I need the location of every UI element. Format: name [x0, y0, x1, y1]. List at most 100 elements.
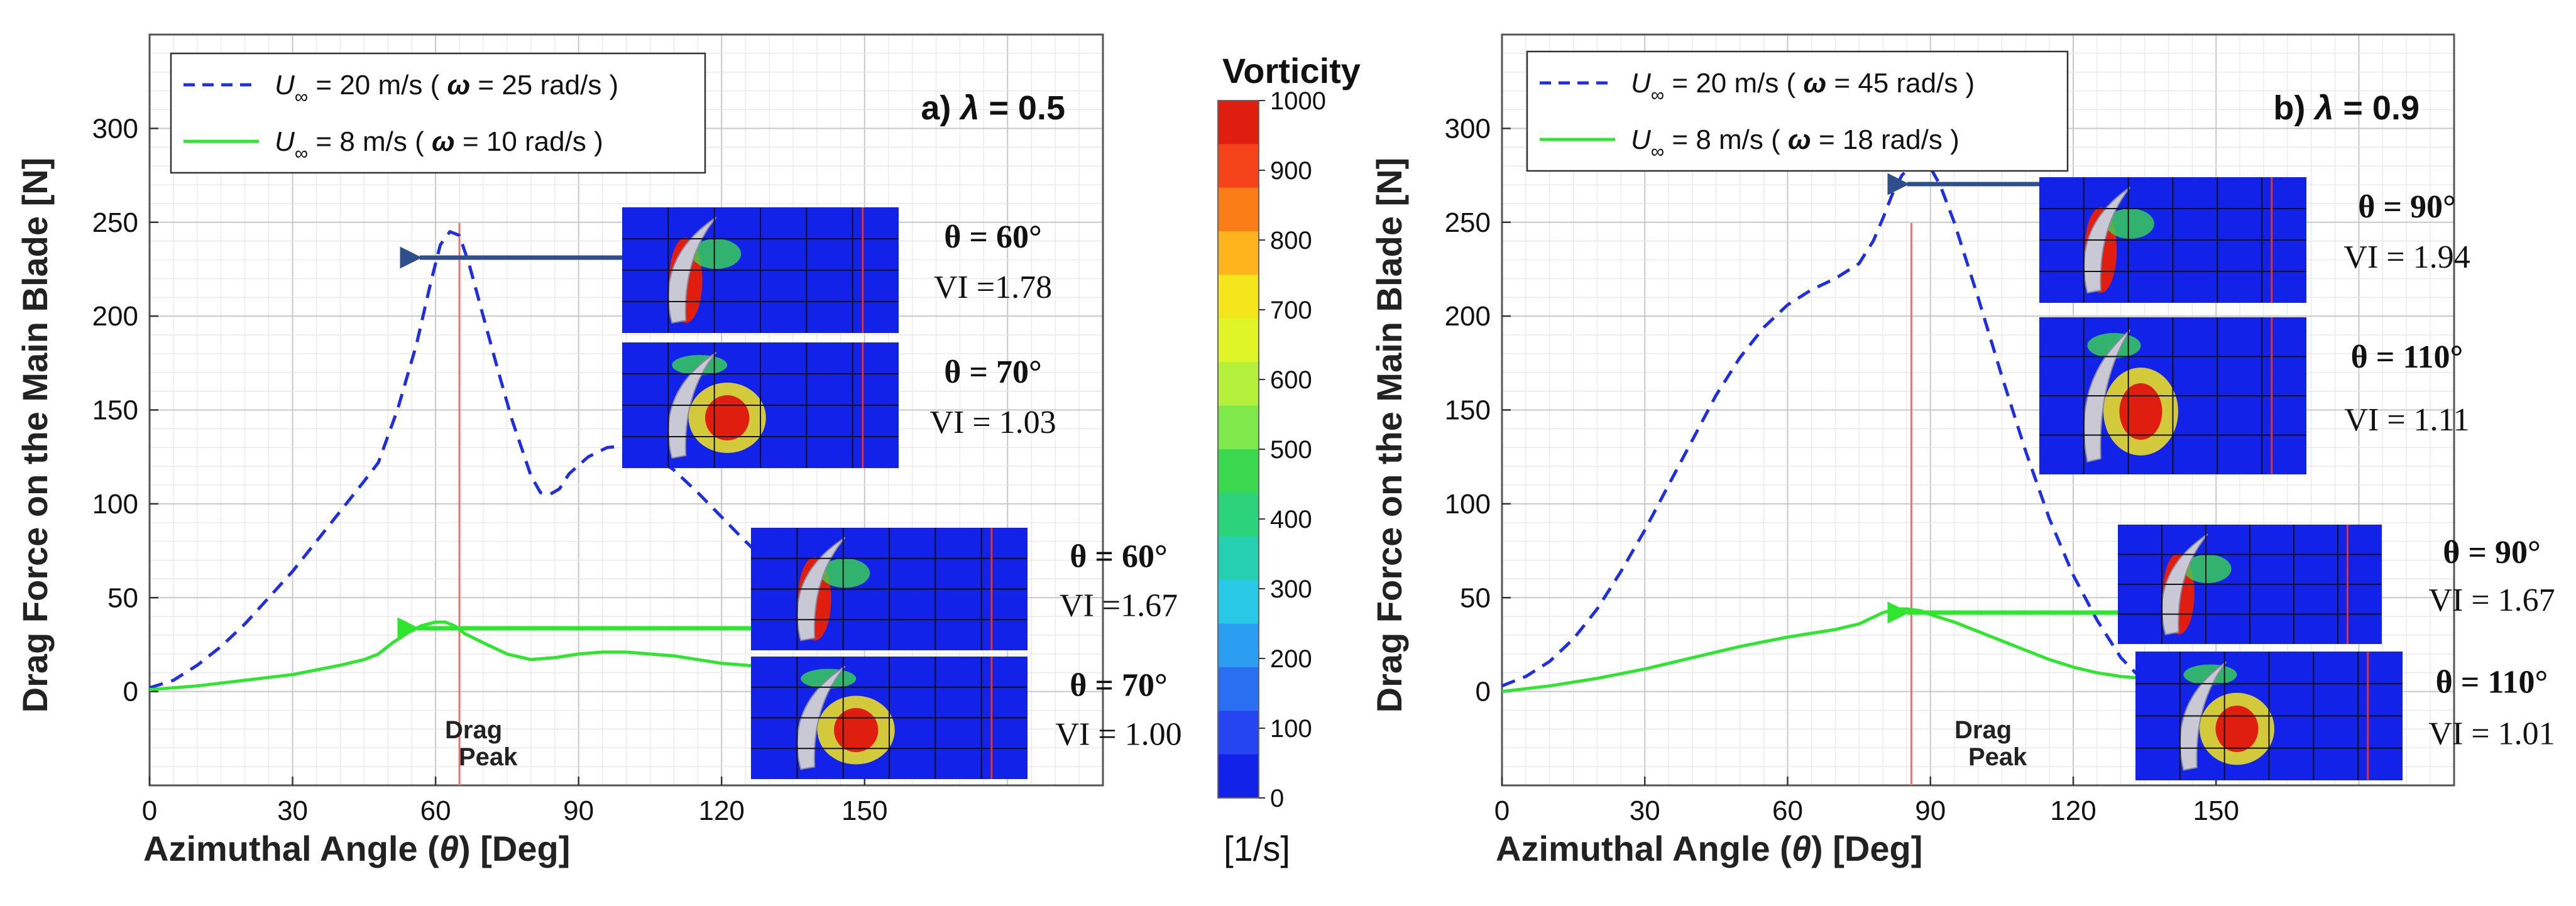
- y-axis-label: Drag Force on the Main Blade [N]: [15, 158, 55, 713]
- legend-box: [1526, 50, 2069, 172]
- blade-shape: [796, 665, 846, 770]
- snapshot-vi-label: VI = 1.00: [1055, 716, 1181, 752]
- legend-omega-symbol: ω: [1803, 68, 1826, 99]
- blade-shape: [2083, 329, 2131, 463]
- colorbar-tick-label: 100: [1270, 715, 1312, 743]
- drag-peak-label: Drag: [445, 716, 502, 744]
- colorbar-segment: [1218, 275, 1259, 319]
- colorbar-tick-label: 800: [1270, 227, 1312, 254]
- vorticity-snapshot: [622, 207, 899, 333]
- x-axis-label: Azimuthal Angle (θ) [Deg]: [143, 829, 570, 868]
- vorticity-snapshot: [751, 528, 1028, 650]
- x-tick-label: 120: [2050, 795, 2096, 826]
- snapshot-theta-label: θ = 70°: [944, 354, 1042, 390]
- snapshot-theta-label: θ = 90°: [2358, 189, 2456, 225]
- vortex-red: [2215, 706, 2259, 752]
- series-line-20ms: [1501, 162, 2170, 702]
- colorbar-tick-label: 300: [1270, 576, 1312, 603]
- colorbar-tick-label: 400: [1270, 506, 1312, 533]
- legend-infty: ∞: [1651, 141, 1664, 162]
- legend-u: U: [1631, 124, 1651, 155]
- colorbar-tick-label: 200: [1270, 645, 1312, 673]
- colorbar-unit: [1/s]: [1224, 829, 1290, 868]
- colorbar-title: Vorticity: [1222, 51, 1361, 90]
- legend-omega-symbol: ω: [447, 70, 470, 101]
- lambda-value: = 0.5: [979, 89, 1065, 127]
- legend-omega-symbol: ω: [1788, 124, 1811, 155]
- series-line-8ms: [149, 620, 794, 692]
- snapshot-theta-label: θ = 110°: [2436, 665, 2548, 701]
- vortex-green: [2106, 209, 2154, 239]
- drag-peak-label: Drag: [1954, 716, 2012, 744]
- x-tick-label: 0: [1494, 795, 1510, 826]
- colorbar-segment: [1218, 187, 1259, 232]
- vorticity-snapshot: [2135, 652, 2403, 780]
- legend-omega-symbol: ω: [432, 126, 455, 157]
- colorbar-segment: [1218, 536, 1259, 581]
- x-tick-label: 150: [2193, 795, 2239, 826]
- colorbar-segment: [1218, 449, 1259, 494]
- vorticity-snapshot: [2039, 177, 2306, 303]
- snapshot-theta-label: θ = 60°: [944, 219, 1042, 255]
- x-tick-label: 90: [563, 795, 594, 826]
- x-tick-label: 150: [841, 795, 887, 826]
- legend-paren: (: [407, 126, 432, 157]
- legend-omega: = 18 rad/s ): [1811, 124, 1959, 155]
- blade-shape: [667, 217, 717, 324]
- y-tick-label: 300: [1445, 113, 1491, 144]
- colorbar-segment: [1218, 493, 1259, 537]
- colorbar-segment: [1218, 623, 1259, 668]
- y-tick-label: 200: [1445, 301, 1491, 332]
- legend-entry: U∞ = 8 m/s ( ω = 18 rad/s ): [1631, 124, 1959, 162]
- snapshot-theta-label: θ = 90°: [2443, 535, 2541, 570]
- x-axis-label: Azimuthal Angle (θ) [Deg]: [1496, 829, 1922, 868]
- x-tick-label: 120: [698, 795, 744, 826]
- x-tick-label: 0: [142, 795, 157, 826]
- panel-label: b): [2273, 89, 2315, 127]
- legend-infty: ∞: [295, 143, 308, 164]
- snapshot-theta-label: θ = 110°: [2351, 339, 2464, 375]
- legend-speed: = 8 m/s: [308, 126, 407, 157]
- lambda-value: = 0.9: [2333, 89, 2420, 127]
- colorbar-segment: [1218, 405, 1259, 450]
- snapshot-vi-label: VI = 1.11: [2344, 402, 2469, 438]
- colorbar-tick-label: 0: [1270, 785, 1284, 812]
- legend-paren: (: [1763, 124, 1788, 155]
- legend-omega: = 10 rad/s ): [455, 126, 603, 157]
- legend: U∞ = 20 m/s ( ω = 25 rad/s )U∞ = 8 m/s (…: [170, 52, 706, 174]
- colorbar-segment: [1218, 711, 1259, 755]
- legend-speed: = 20 m/s: [1664, 68, 1779, 99]
- legend-entry: U∞ = 20 m/s ( ω = 45 rad/s ): [1631, 68, 1975, 106]
- x-tick-label: 60: [1772, 795, 1803, 826]
- vorticity-snapshot: [2118, 525, 2382, 644]
- colorbar-segment: [1218, 667, 1259, 712]
- y-tick-label: 200: [92, 301, 138, 332]
- x-axis-label-post: ) [Deg]: [1811, 829, 1922, 868]
- panel-label: a): [921, 89, 960, 127]
- lambda-symbol: λ: [958, 89, 979, 127]
- colorbar-segment: [1218, 362, 1259, 407]
- colorbar-tick-label: 500: [1270, 436, 1312, 464]
- colorbar-segment: [1218, 318, 1259, 363]
- x-tick-label: 30: [277, 795, 308, 826]
- x-tick-label: 90: [1915, 795, 1946, 826]
- snapshot-theta-label: θ = 70°: [1070, 667, 1168, 703]
- x-axis-label-symbol: θ: [1792, 829, 1811, 868]
- y-tick-label: 50: [107, 582, 138, 613]
- x-tick-label: 30: [1630, 795, 1660, 826]
- vortex-green: [820, 558, 870, 588]
- blade-shape: [2161, 533, 2208, 635]
- y-axis-label: Drag Force on the Main Blade [N]: [1369, 158, 1409, 713]
- vorticity-snapshot: [622, 342, 899, 468]
- legend-u: U: [275, 126, 295, 157]
- vortex-red: [834, 707, 879, 753]
- colorbar-tick-label: 600: [1270, 366, 1312, 394]
- colorbar: 10009008007006005004003002001000Vorticit…: [1217, 51, 1361, 868]
- legend-omega: = 25 rad/s ): [470, 70, 618, 101]
- y-tick-label: 300: [92, 113, 138, 144]
- chart-panel-b: 0 30 60 90 120 150 0 50 100 150 200 250 300 Azimuthal…: [1369, 33, 2555, 868]
- y-tick-label: 250: [92, 207, 138, 238]
- colorbar-segment: [1218, 101, 1259, 145]
- lambda-symbol: λ: [2313, 89, 2333, 127]
